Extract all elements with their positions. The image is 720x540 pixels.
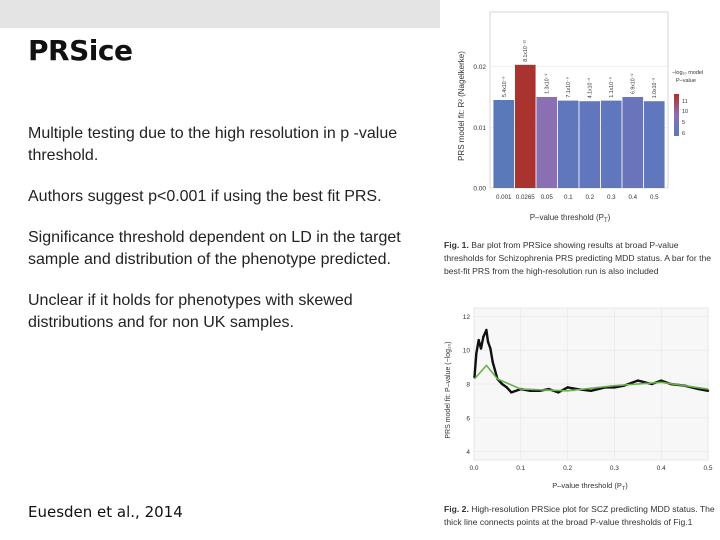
data-point	[482, 335, 485, 338]
slide-title: PRSice	[28, 34, 133, 67]
figure-1-bar-chart: PRS model fit: R² (Nagelkerke) 0.00 0.01 0…	[457, 11, 703, 224]
bullet-list: Multiple testing due to the high resolut…	[28, 123, 408, 353]
bar	[536, 96, 558, 188]
x-tick-label: 0.0	[469, 465, 478, 472]
x-tick-label: 0.5	[703, 465, 712, 472]
x-tick-label: 0.1	[564, 194, 573, 201]
y-axis-label: PRS model fit: R² (Nagelkerke)	[457, 51, 466, 161]
bullet-3: Significance threshold dependent on LD i…	[28, 229, 401, 268]
legend-title-2: P–value	[676, 78, 696, 84]
bar-data-label: 7.1x10⁻⁹	[566, 77, 572, 98]
figure-2-caption-text: High-resolution PRSice plot for SCZ pred…	[444, 504, 715, 527]
bar	[643, 101, 665, 188]
broad-threshold-line	[473, 364, 709, 392]
x-tick-label: 0.4	[628, 194, 637, 201]
bullet-2: Authors suggest p<0.001 if using the bes…	[28, 188, 382, 205]
bar	[600, 100, 622, 188]
data-point	[475, 352, 478, 355]
x-tick-label: 0.2	[563, 465, 572, 472]
figure-1-caption-text: Bar plot from PRSice showing results at …	[444, 240, 712, 276]
y-tick-label: 12	[463, 314, 471, 321]
legend: −log₁₀ model P–value 11 10 5 6	[672, 70, 703, 137]
y-tick-label: 4	[466, 449, 470, 456]
bar-data-label: 4.1x10⁻⁹	[588, 78, 594, 99]
figure-2-caption-label: Fig. 2.	[444, 504, 469, 514]
reference-citation: Euesden et al., 2014	[28, 503, 183, 521]
bar-data-label: 5.4x10⁻⁹	[502, 76, 508, 97]
data-point	[491, 360, 494, 364]
x-tick-label: 0.2	[585, 194, 594, 201]
x-axis-label: P–value threshold (PT)	[552, 481, 628, 492]
data-point	[566, 386, 569, 389]
data-point	[510, 391, 513, 394]
bullet-4: Unclear if it holds for phenotypes with …	[28, 292, 353, 331]
x-tick-label: 0.001	[496, 194, 512, 201]
data-point	[500, 382, 504, 386]
data-point	[636, 379, 639, 382]
x-tick-label: 0.05	[541, 194, 554, 201]
x-tick-label: 0.3	[610, 465, 619, 472]
legend-color-ramp	[674, 94, 679, 136]
figure-1-caption: Fig. 1. Bar plot from PRSice showing res…	[444, 239, 716, 278]
data-point	[479, 347, 483, 350]
x-tick-label: 0.0265	[516, 194, 535, 201]
legend-label-4: 6	[682, 131, 685, 137]
data-point	[477, 338, 480, 342]
y-tick-label: 8	[466, 382, 470, 389]
x-tick-label: 0.3	[607, 194, 616, 201]
bar-data-label: 1.0x10⁻⁸	[652, 78, 658, 99]
legend-label-2: 10	[682, 109, 688, 115]
slide-header-bar	[0, 0, 440, 28]
bar-data-label: 6.9x10⁻⁹	[631, 73, 637, 94]
legend-label-1: 11	[682, 99, 688, 105]
y-tick-label: 0.01	[473, 125, 486, 132]
y-tick-label: 0.00	[473, 186, 486, 193]
figure-2-caption: Fig. 2. High-resolution PRSice plot for …	[444, 503, 716, 529]
data-point	[613, 386, 616, 389]
y-tick-label: 10	[463, 348, 471, 355]
bar	[557, 100, 579, 188]
data-point	[557, 391, 560, 394]
y-tick-label: 0.02	[473, 64, 486, 71]
data-point	[505, 386, 508, 389]
legend-title-1: −log₁₀ model	[672, 70, 703, 76]
data-point	[485, 328, 488, 332]
y-axis-label: PRS model fit: P–value (−log₁₀)	[445, 341, 452, 438]
figure-2-line-chart: PRS model fit: P–value (−log₁₀) 4 6 8 10 12 0…	[445, 307, 713, 492]
bar	[514, 64, 536, 188]
x-tick-label: 0.5	[650, 194, 659, 201]
x-axis-label: P–value threshold (PT)	[530, 213, 611, 224]
bar-data-label: 1.3x10⁻⁹	[545, 73, 551, 94]
data-point	[489, 347, 492, 350]
data-point	[589, 389, 593, 392]
figure-1-caption-label: Fig. 1.	[444, 240, 469, 250]
legend-label-3: 5	[682, 120, 685, 126]
bar	[493, 100, 515, 188]
data-point	[706, 389, 710, 392]
data-point	[486, 340, 490, 343]
bullet-1: Multiple testing due to the high resolut…	[28, 125, 398, 164]
data-point	[660, 379, 663, 382]
bar	[622, 96, 644, 188]
x-tick-label: 0.4	[657, 465, 666, 472]
bar	[579, 101, 601, 188]
x-tick-label: 0.1	[516, 465, 525, 472]
bar-data-label: 1.1x10⁻⁹	[609, 77, 615, 98]
bar-data-label: 8.1x10⁻¹⁰	[523, 40, 529, 62]
y-tick-label: 6	[466, 415, 470, 422]
